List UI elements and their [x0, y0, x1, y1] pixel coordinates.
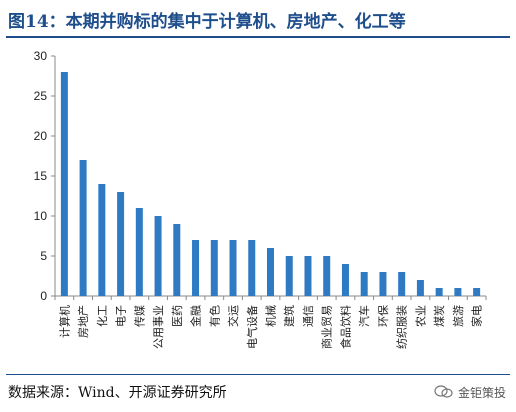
bar — [192, 240, 200, 296]
bar — [173, 224, 181, 296]
x-tick-label: 金融 — [189, 305, 203, 327]
bar-chart: 0 5 10 15 20 25 30 计算机 房地产 化工 电子 传媒 公用事业 医药 金融 有色 交运 电气设… — [34, 49, 487, 349]
bar — [267, 248, 274, 296]
chart-bars — [60, 72, 481, 296]
y-tick-label: 30 — [34, 49, 48, 63]
x-tick-label: 家电 — [470, 305, 484, 327]
y-tick-label: 10 — [34, 209, 48, 223]
x-tick-label: 计算机 — [57, 305, 71, 338]
x-tick-label: 医药 — [171, 305, 184, 327]
bar — [360, 272, 368, 296]
bar — [285, 256, 293, 296]
footer-divider — [6, 374, 510, 375]
watermark: 金钜策投 — [434, 381, 506, 403]
x-tick-label: 旅游 — [451, 305, 465, 327]
source-note: 数据来源：Wind、开源证券研究所 — [8, 385, 227, 401]
x-tick-labels: 计算机 房地产 化工 电子 传媒 公用事业 医药 金融 有色 交运 电气设备 机械 建筑 通信 商业贸易 食品… — [57, 305, 483, 349]
wechat-icon — [434, 385, 453, 398]
y-tick-label: 20 — [34, 129, 48, 143]
bar — [473, 288, 481, 296]
bar — [210, 240, 218, 296]
bar — [454, 288, 462, 296]
x-tick-label: 煤炭 — [433, 305, 446, 327]
x-tick-label: 商业贸易 — [320, 305, 334, 349]
bar — [304, 256, 312, 296]
x-tick-label: 纺织服装 — [395, 305, 409, 349]
y-tick-label: 25 — [34, 89, 48, 103]
y-tick-label: 15 — [34, 169, 48, 183]
x-tick-label: 电气设备 — [245, 305, 259, 349]
y-tick-label: 0 — [40, 289, 47, 303]
bar — [117, 192, 125, 296]
bar — [323, 256, 331, 296]
x-tick-label: 化工 — [95, 305, 109, 327]
x-tick-label: 环保 — [376, 305, 390, 327]
x-tick-label: 有色 — [207, 305, 221, 327]
x-tick-label: 电子 — [115, 305, 128, 327]
bar — [79, 160, 87, 296]
bar — [398, 272, 406, 296]
x-tick-label: 农业 — [413, 305, 427, 327]
bar — [60, 72, 68, 296]
chart-axes: 0 5 10 15 20 25 30 — [34, 49, 487, 303]
x-tick-label: 公用事业 — [152, 305, 165, 349]
x-tick-label: 房地产 — [76, 305, 90, 338]
x-tick-label: 食品饮料 — [338, 305, 352, 349]
watermark-text: 金钜策投 — [457, 385, 506, 400]
figure-title: 图14：本期并购标的集中于计算机、房地产、化工等 — [8, 12, 406, 32]
x-tick-label: 传媒 — [133, 305, 146, 327]
x-tick-label: 汽车 — [357, 305, 371, 327]
y-tick-label: 5 — [40, 249, 47, 263]
bar — [416, 280, 424, 296]
title-bar: 图14：本期并购标的集中于计算机、房地产、化工等 — [6, 2, 510, 38]
x-tick-label: 建筑 — [282, 305, 296, 327]
x-tick-label: 交运 — [226, 305, 240, 327]
bar — [135, 208, 143, 296]
bar — [154, 216, 162, 296]
x-tick-label: 机械 — [264, 305, 278, 327]
x-tick-label: 通信 — [302, 305, 315, 327]
bar — [98, 184, 106, 296]
bar — [341, 264, 349, 296]
bar — [435, 288, 443, 296]
bar — [379, 272, 387, 296]
bar — [229, 240, 237, 296]
bar — [248, 240, 256, 296]
